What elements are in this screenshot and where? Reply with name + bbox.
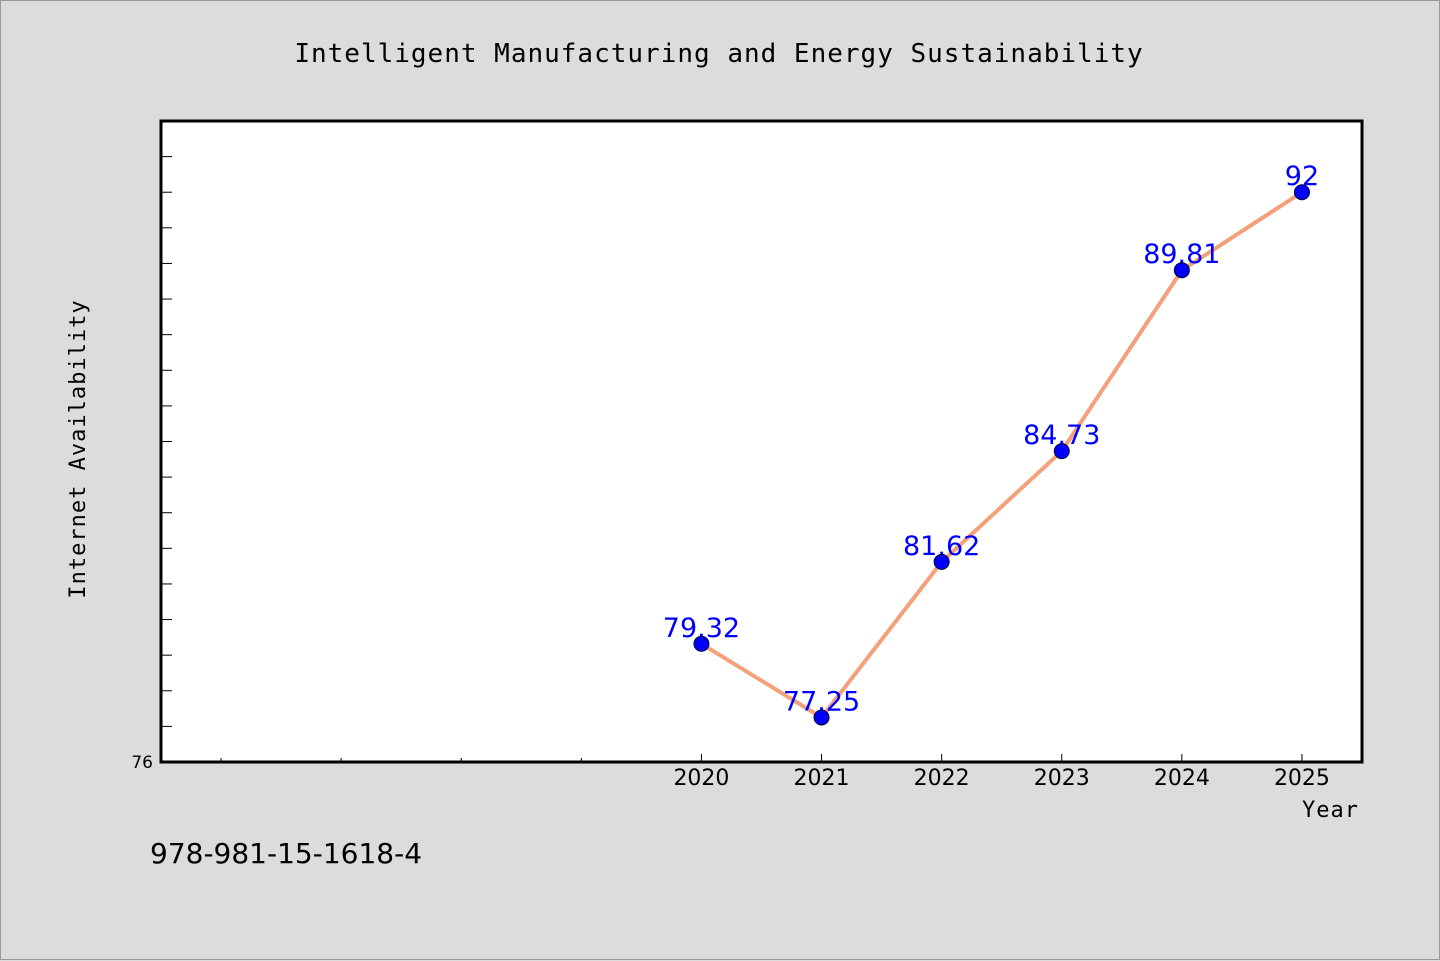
data-point [1173,262,1190,279]
x-tick-label: 2024 [1154,766,1210,791]
chart-title: Intelligent Manufacturing and Energy Sus… [294,39,1143,69]
y-tick-label: 76 [131,753,153,773]
x-axis-ticks: 2020 2021 2022 2023 2024 2025 [220,754,1330,791]
y-axis-ticks: 76 [131,120,172,773]
data-point [813,709,830,726]
plot-area [159,119,1364,764]
data-point [693,635,710,652]
data-point [1293,184,1310,201]
series-line [700,190,1304,720]
data-point [933,553,950,570]
data-point [1053,443,1070,460]
isbn-caption: 978-981-15-1618-4 [150,837,422,870]
x-tick-label: 2023 [1034,766,1090,791]
x-axis-label: Year [1302,798,1359,823]
x-tick-label: 2025 [1274,766,1330,791]
x-tick-label: 2022 [914,766,970,791]
x-tick-label: 2020 [673,766,729,791]
y-axis-label: Internet Availability [66,299,91,598]
x-tick-label: 2021 [794,766,850,791]
